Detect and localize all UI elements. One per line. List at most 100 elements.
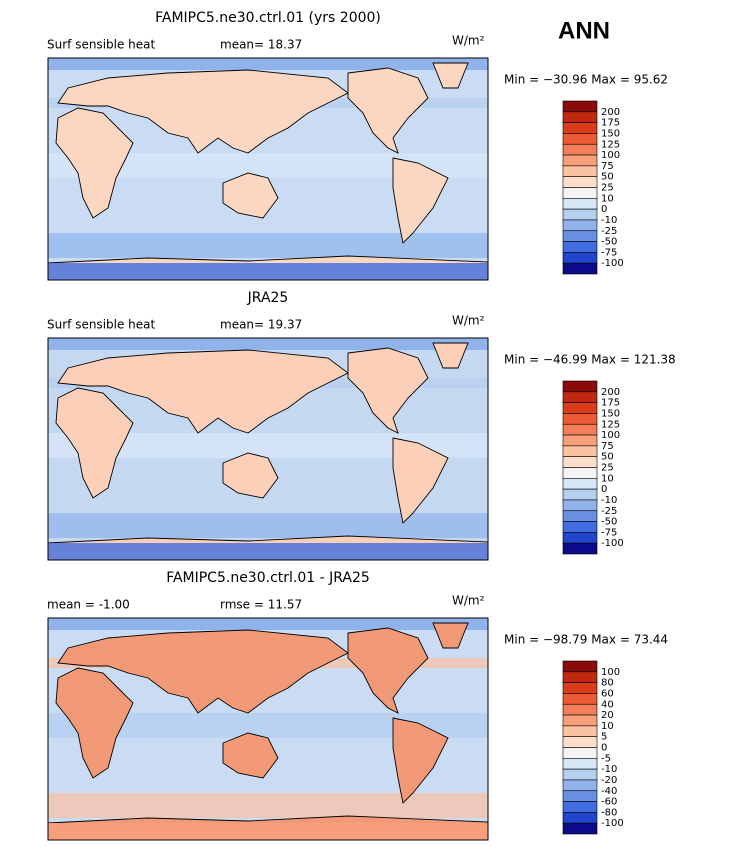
colorbar-box (562, 456, 598, 468)
left-label: mean = -1.00 (47, 598, 130, 612)
colorbar-box (562, 187, 598, 199)
colorbar-box (562, 100, 598, 113)
colorbar-box (562, 423, 598, 436)
colorbar-label: 50 (601, 452, 614, 463)
colorbar-box (562, 176, 598, 188)
polar-band (48, 58, 488, 70)
map (47, 617, 489, 841)
colorbar-label: -100 (601, 818, 624, 829)
colorbar-label: 80 (601, 678, 614, 689)
colorbar-label: 200 (601, 387, 620, 398)
center-label: mean= 19.37 (220, 318, 302, 332)
polar-band (48, 338, 488, 350)
colorbar-box (562, 122, 598, 134)
map (47, 57, 489, 281)
colorbar-box (562, 380, 598, 393)
colorbar-label: 5 (601, 732, 607, 743)
colorbar-label: 100 (601, 430, 620, 441)
colorbar-box (562, 133, 598, 145)
colorbar-box (562, 801, 598, 813)
colorbar-label: 125 (601, 139, 620, 150)
colorbar-label: -10 (601, 495, 617, 506)
colorbar-label: 50 (601, 172, 614, 183)
colorbar-label: 175 (601, 398, 620, 409)
colorbar-box (562, 682, 598, 694)
colorbar-label: -50 (601, 237, 617, 248)
units: W/m² (452, 594, 485, 608)
southern-band (48, 513, 488, 538)
center-label: rmse = 11.57 (220, 598, 302, 612)
center-label: mean= 18.37 (220, 38, 302, 52)
colorbar-box (562, 703, 598, 716)
colorbar-box (562, 262, 598, 275)
colorbar-box (562, 736, 598, 748)
colorbar-box (562, 671, 598, 683)
colorbar-box (562, 542, 598, 555)
map (47, 337, 489, 561)
colorbar-label: 0 (601, 743, 607, 754)
colorbar-box (562, 208, 598, 221)
min-max: Min = −30.96 Max = 95.62 (504, 73, 668, 87)
colorbar-box (562, 768, 598, 781)
colorbar-label: -100 (601, 538, 624, 549)
colorbar-box (562, 219, 598, 232)
colorbar-label: 40 (601, 699, 614, 710)
colorbar-label: -20 (601, 775, 617, 786)
colorbar-box (562, 230, 598, 242)
colorbar-label: 10 (601, 721, 614, 732)
colorbar-label: 200 (601, 107, 620, 118)
colorbar-box (562, 488, 598, 501)
colorbar-label: 175 (601, 118, 620, 129)
antarctic (48, 823, 488, 840)
colorbar-label: 25 (601, 183, 614, 194)
colorbar-label: -75 (601, 247, 617, 258)
min-max: Min = −98.79 Max = 73.44 (504, 633, 668, 647)
colorbar-box (562, 532, 598, 544)
colorbar-box (562, 467, 598, 479)
colorbar-label: 100 (601, 667, 620, 678)
colorbar-box (562, 198, 598, 210)
colorbar-box (562, 434, 598, 447)
colorbar-box (562, 510, 598, 522)
colorbar-label: 60 (601, 688, 614, 699)
colorbar-label: 10 (601, 473, 614, 484)
colorbar-box (562, 391, 598, 403)
colorbar-label: -10 (601, 764, 617, 775)
colorbar-label: 125 (601, 419, 620, 430)
southern-band (48, 233, 488, 258)
colorbar-label: 150 (601, 408, 620, 419)
antarctic (48, 263, 488, 280)
colorbar-label: -5 (601, 753, 611, 764)
colorbar-label: -60 (601, 797, 617, 808)
season-label: ANN (558, 17, 610, 44)
colorbar-box (562, 747, 598, 759)
colorbar-box (562, 693, 598, 705)
colorbar-box (562, 758, 598, 770)
colorbar-box (562, 143, 598, 156)
colorbar-label: 25 (601, 463, 614, 474)
colorbar-box (562, 660, 598, 673)
colorbar-box (562, 714, 598, 727)
units: W/m² (452, 314, 485, 328)
colorbar-label: -100 (601, 258, 624, 269)
colorbar-label: -40 (601, 786, 617, 797)
colorbar-box (562, 413, 598, 425)
colorbar-box (562, 822, 598, 835)
colorbar-label: -25 (601, 226, 617, 237)
min-max: Min = −46.99 Max = 121.38 (504, 353, 676, 367)
map-frame (47, 617, 489, 841)
panel-title: FAMIPC5.ne30.ctrl.01 (yrs 2000) (155, 10, 381, 26)
units: W/m² (452, 34, 485, 48)
colorbar-box (562, 812, 598, 824)
colorbar-box (562, 779, 598, 792)
colorbar-label: -50 (601, 517, 617, 528)
colorbar-label: -75 (601, 527, 617, 538)
colorbar-label: 75 (601, 441, 614, 452)
colorbar-box (562, 241, 598, 253)
colorbar-label: 10 (601, 193, 614, 204)
colorbar-label: -10 (601, 215, 617, 226)
colorbar-label: -25 (601, 506, 617, 517)
southern-band (48, 793, 488, 818)
colorbar-label: 20 (601, 710, 614, 721)
colorbar-label: 150 (601, 128, 620, 139)
